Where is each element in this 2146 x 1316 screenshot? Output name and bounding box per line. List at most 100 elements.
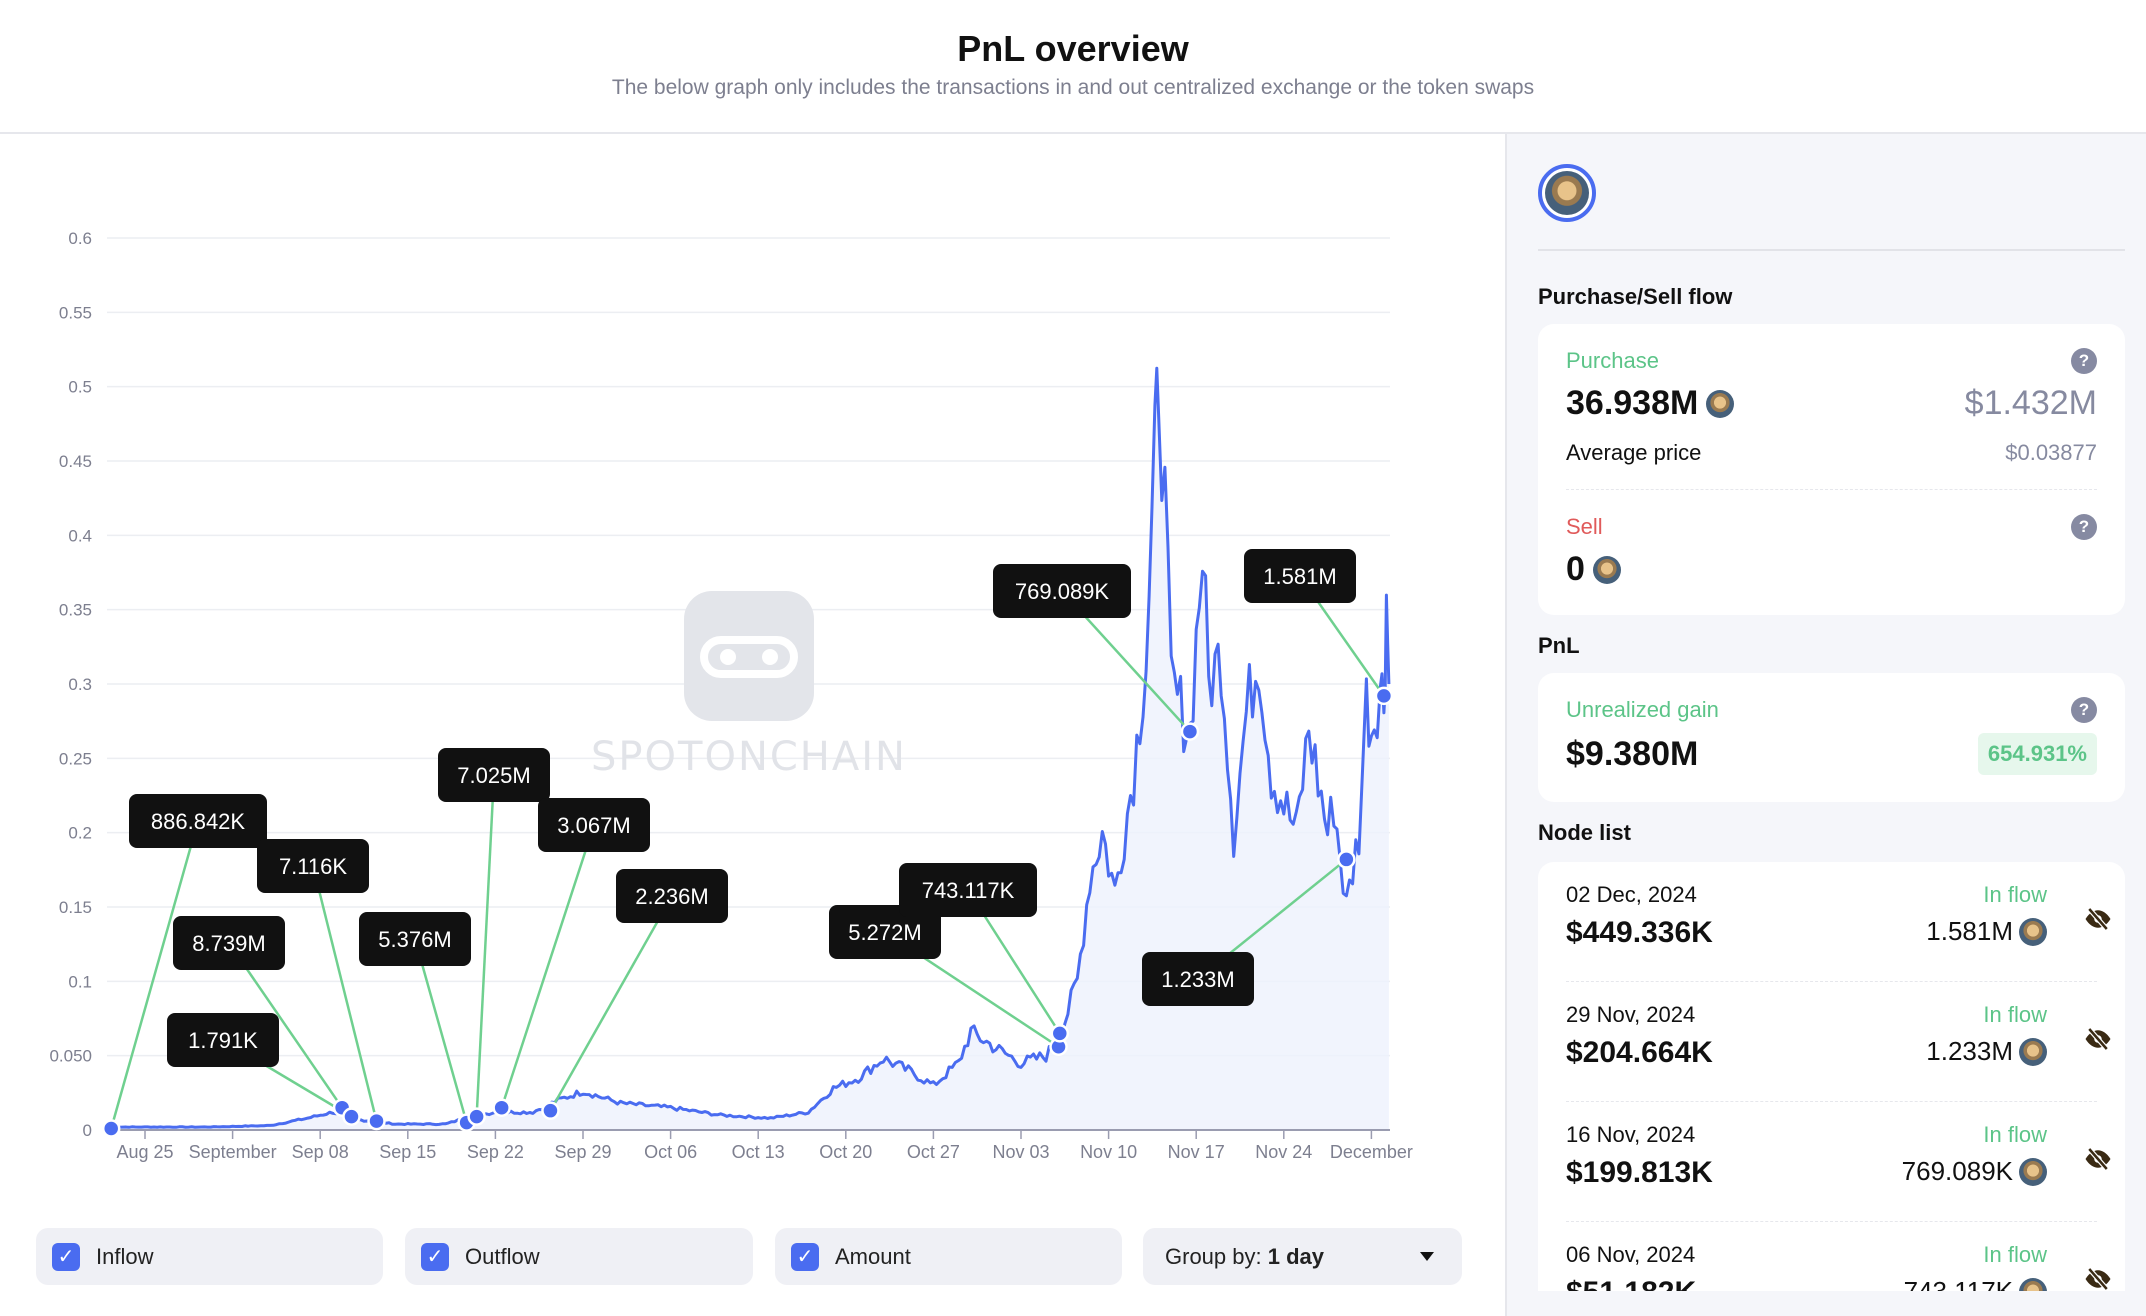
help-icon[interactable]: ? — [2071, 348, 2097, 374]
annotation-label: 743.117K — [899, 863, 1037, 917]
x-tick-label: Nov 17 — [1168, 1142, 1225, 1162]
node-point[interactable] — [1180, 722, 1200, 741]
node-usd: $449.336K — [1566, 916, 1713, 949]
node-point[interactable] — [101, 1119, 121, 1138]
token-avatar[interactable] — [1538, 164, 1596, 222]
annotation-label: 1.581M — [1244, 549, 1356, 603]
token-coin-icon — [1592, 555, 1621, 584]
help-icon[interactable]: ? — [2071, 514, 2097, 540]
annotation-box — [1142, 952, 1254, 1006]
inflow-toggle[interactable]: ✓ Inflow — [36, 1228, 383, 1285]
x-tick-label: Sep 08 — [292, 1142, 349, 1162]
sell-amount: 0 — [1566, 550, 1621, 589]
annotation-connector — [500, 824, 596, 1109]
y-tick-label: 0.15 — [59, 898, 92, 917]
x-tick-label: Aug 25 — [116, 1142, 173, 1162]
x-tick-label: September — [189, 1142, 277, 1162]
inflow-label: Inflow — [96, 1243, 154, 1269]
y-tick-label: 0.45 — [59, 452, 92, 471]
node-list-item[interactable]: 02 Dec, 2024 $449.336K In flow 1.581M — [1538, 862, 2125, 982]
node-point[interactable] — [1337, 850, 1356, 869]
help-icon[interactable]: ? — [2071, 697, 2097, 723]
node-point[interactable] — [1374, 686, 1394, 706]
y-tick-label: 0.35 — [59, 601, 92, 620]
node-date: 02 Dec, 2024 — [1566, 882, 1697, 907]
divider — [1566, 489, 2097, 490]
y-tick-label: 0.6 — [68, 229, 92, 248]
annotation-connector — [227, 942, 344, 1109]
pnl-card: Unrealized gain ? $9.380M 654.931% — [1538, 673, 2125, 802]
annotation-label: 2.236M — [616, 869, 728, 923]
node-point[interactable] — [541, 1101, 560, 1120]
eye-off-icon[interactable] — [2083, 904, 2113, 939]
annotation-box — [257, 839, 369, 893]
node-usd: $204.664K — [1566, 1036, 1713, 1069]
annotation-box — [899, 863, 1037, 917]
node-point[interactable] — [342, 1107, 361, 1126]
amount-label: Amount — [835, 1243, 911, 1269]
purchase-sell-card: Purchase ? 36.938M $1.432M Average price… — [1538, 324, 2125, 615]
node-point[interactable] — [1050, 1024, 1070, 1043]
annotation-connector — [311, 865, 378, 1122]
node-usd: $199.813K — [1566, 1156, 1713, 1189]
annotation-label: 886.842K — [129, 794, 267, 848]
node-list-item[interactable]: 16 Nov, 2024 $199.813K In flow 769.089K — [1538, 1102, 2125, 1222]
annotation-text: 1.791K — [188, 1028, 258, 1053]
divider — [1538, 249, 2125, 251]
price-area — [109, 368, 1389, 1130]
annotation-box — [173, 916, 285, 970]
flow-heading: Purchase/Sell flow — [1538, 284, 1733, 309]
eye-off-icon[interactable] — [2083, 1144, 2113, 1179]
y-tick-label: 0.55 — [59, 303, 92, 322]
x-tick-label: Sep 15 — [379, 1142, 436, 1162]
node-point[interactable] — [492, 1098, 511, 1117]
x-tick-label: Sep 22 — [467, 1142, 524, 1162]
x-tick-label: Oct 27 — [907, 1142, 960, 1162]
amount-toggle[interactable]: ✓ Amount — [775, 1228, 1122, 1285]
annotation-text: 1.581M — [1263, 564, 1336, 589]
x-tick-label: Oct 06 — [644, 1142, 697, 1162]
x-tick-label: Sep 29 — [554, 1142, 611, 1162]
annotation-text: 8.739M — [192, 931, 265, 956]
checkbox-checked-icon[interactable]: ✓ — [421, 1242, 449, 1271]
token-panel: Purchase/Sell flow Purchase ? 36.938M $1… — [1505, 134, 2146, 1316]
token-coin-icon — [2019, 1037, 2047, 1066]
node-point[interactable] — [467, 1107, 486, 1126]
node-point[interactable] — [367, 1111, 386, 1131]
node-flow: In flow — [1983, 882, 2047, 907]
annotations: 886.842K 8.739M 1.791K 7.116K 5.376M 7.025M 3.… — [101, 549, 1394, 1138]
outflow-toggle[interactable]: ✓ Outflow — [405, 1228, 753, 1285]
annotation-label: 1.233M — [1142, 952, 1254, 1006]
checkbox-checked-icon[interactable]: ✓ — [791, 1242, 819, 1271]
annotation-box — [359, 912, 471, 966]
watermark-text: SPOTONCHAIN — [591, 734, 907, 780]
node-usd: $51.182K — [1566, 1276, 1696, 1291]
annotation-box — [438, 748, 550, 802]
annotation-label: 1.791K — [167, 1013, 279, 1067]
group-by-value: 1 day — [1267, 1243, 1324, 1269]
eye-off-icon[interactable] — [2083, 1024, 2113, 1059]
y-tick-label: 0.050 — [49, 1047, 92, 1066]
eye-off-icon[interactable] — [2083, 1264, 2113, 1291]
pnl-heading: PnL — [1538, 633, 1580, 658]
average-price-label: Average price — [1566, 440, 1702, 465]
page-subtitle: The below graph only includes the transa… — [611, 76, 1535, 99]
node-date: 29 Nov, 2024 — [1566, 1002, 1696, 1027]
group-by-select[interactable]: Group by: 1 day — [1143, 1228, 1462, 1285]
pnl-percent-badge: 654.931% — [1977, 733, 2097, 775]
annotation-box — [129, 794, 267, 848]
purchase-amount: 36.938M — [1566, 384, 1735, 423]
annotation-text: 886.842K — [151, 809, 246, 834]
annotation-connector — [475, 774, 496, 1117]
checkbox-checked-icon[interactable]: ✓ — [52, 1242, 80, 1271]
x-tick-label: Nov 03 — [992, 1142, 1049, 1162]
annotation-label: 3.067M — [538, 798, 650, 852]
x-tick-label: Oct 20 — [819, 1142, 872, 1162]
node-list-item[interactable]: 06 Nov, 2024 $51.182K In flow 743.117K — [1538, 1222, 2125, 1291]
node-tokens: 1.581M — [1926, 916, 2047, 947]
node-list-item[interactable]: 29 Nov, 2024 $204.664K In flow 1.233M — [1538, 982, 2125, 1102]
annotation-text: 5.376M — [378, 927, 451, 952]
unrealized-gain-label: Unrealized gain — [1566, 697, 1719, 722]
page-title: PnL overview — [957, 28, 1189, 69]
caret-down-icon — [1420, 1252, 1434, 1261]
